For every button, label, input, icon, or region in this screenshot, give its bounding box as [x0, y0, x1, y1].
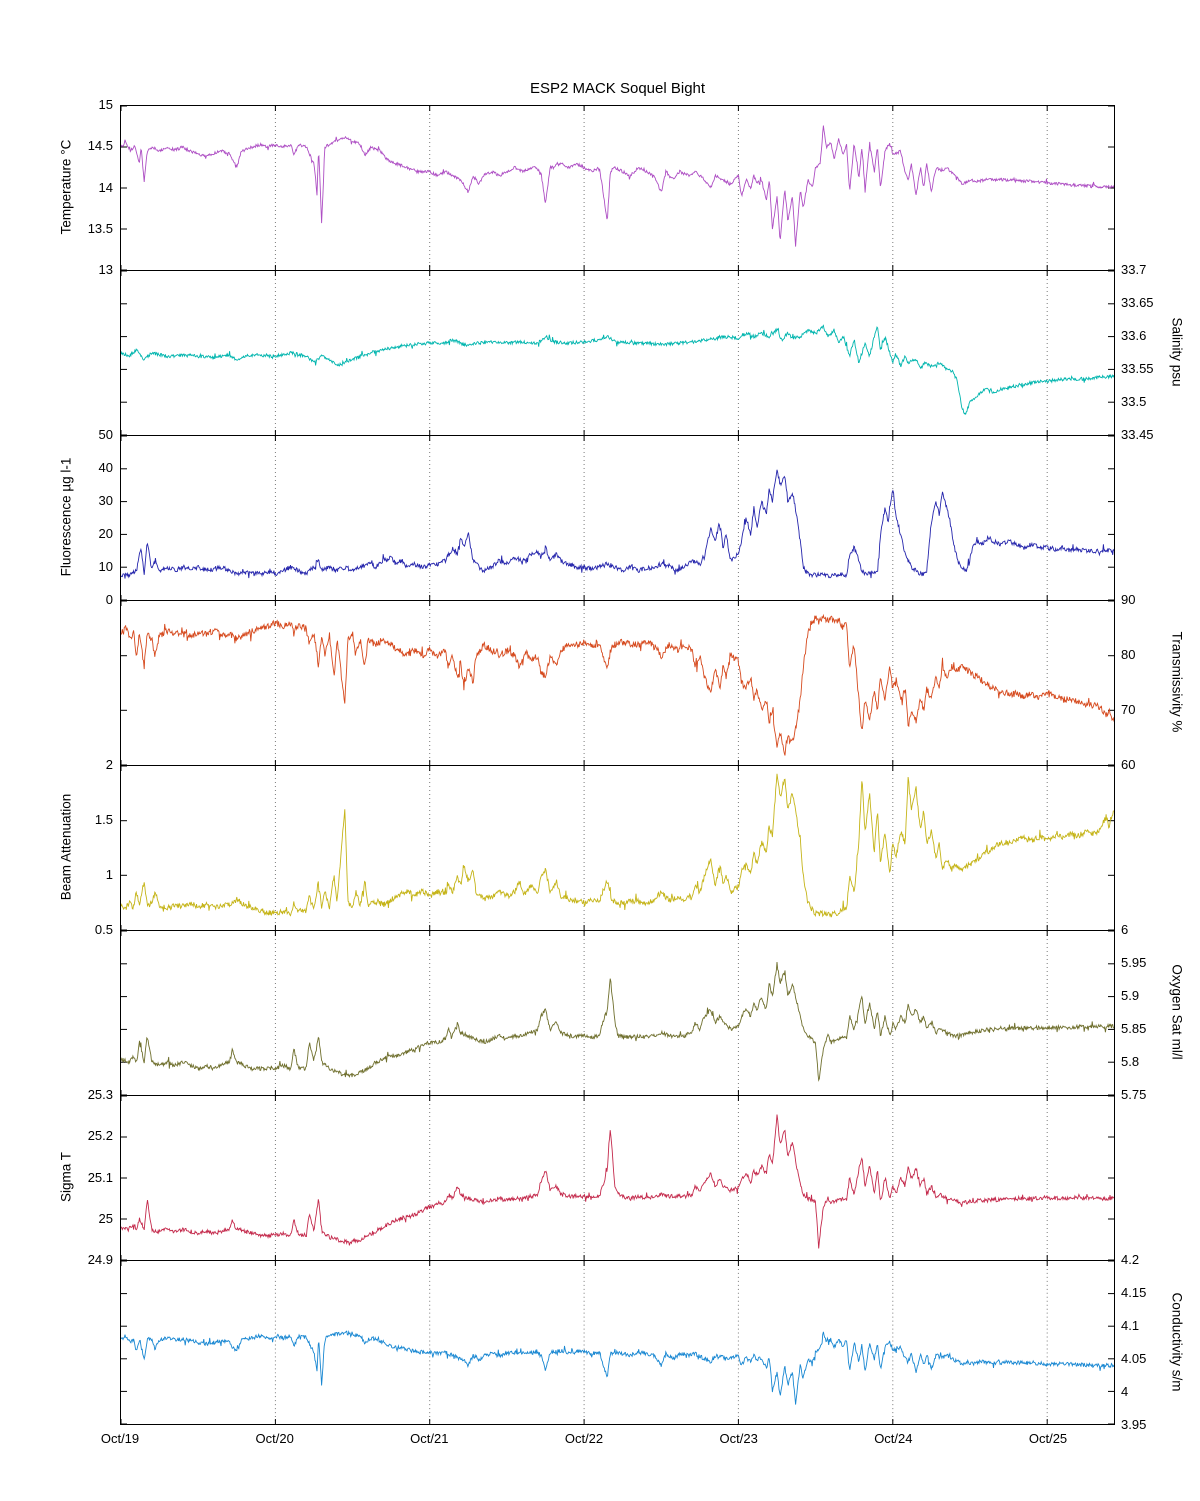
- panel-fluorescence: [120, 435, 1115, 600]
- sigma-t-ytick-label: 25: [98, 1210, 113, 1226]
- oxygen-sat-ytick-label: 5.8: [1121, 1054, 1140, 1069]
- oxygen-sat-ytick-label: 5.85: [1121, 1021, 1147, 1036]
- temperature-ytick-label: 13.5: [87, 220, 113, 236]
- conductivity-ytick-label: 3.95: [1121, 1417, 1147, 1432]
- beam-attenuation-line: [121, 773, 1114, 918]
- beam-attenuation-ytick-label: 0.5: [94, 922, 113, 937]
- temperature-plot: [121, 106, 1114, 270]
- fluorescence-ytick-label: 50: [98, 427, 113, 442]
- conductivity-line: [121, 1329, 1114, 1405]
- fluorescence-ytick-label: 30: [98, 493, 113, 508]
- panel-salinity: [120, 270, 1115, 435]
- temperature-ytick-label: 13: [98, 262, 113, 277]
- panel-sigma-t: [120, 1095, 1115, 1260]
- transmissivity-ytick-label: 60: [1121, 757, 1136, 772]
- panel-temperature: [120, 105, 1115, 270]
- sigma-t-ytick-label: 25.3: [87, 1087, 113, 1102]
- sigma-t-ytick-label: 25.2: [87, 1128, 113, 1144]
- panel-oxygen-sat: [120, 930, 1115, 1095]
- fluorescence-ytick-label: 20: [98, 526, 113, 541]
- salinity-ytick-label: 33.6: [1121, 328, 1147, 343]
- transmissivity-ytick-label: 70: [1121, 702, 1136, 717]
- fluorescence-ytick-label: 0: [105, 592, 113, 607]
- conductivity-ytick-label: 4.05: [1121, 1351, 1147, 1366]
- transmissivity-ytick-label: 80: [1121, 647, 1136, 662]
- temperature-ytick-label: 15: [98, 97, 113, 112]
- oxygen-sat-line: [121, 962, 1114, 1082]
- salinity-ytick-label: 33.7: [1121, 262, 1147, 277]
- oxygen-sat-ytick-label: 5.75: [1121, 1087, 1147, 1102]
- oxygen-sat-ytick-label: 5.95: [1121, 955, 1147, 970]
- salinity-ytick-label: 33.45: [1121, 427, 1154, 442]
- sigma-t-ytick-label: 25.1: [87, 1169, 113, 1185]
- transmissivity-ytick-label: 90: [1121, 592, 1136, 607]
- x-tick-label: Oct/23: [719, 1431, 758, 1446]
- fluorescence-line: [121, 469, 1114, 579]
- oxygen-sat-axis-label: Oxygen Sat ml/l: [1169, 964, 1185, 1060]
- transmissivity-plot: [121, 601, 1114, 765]
- salinity-line: [121, 324, 1114, 416]
- x-tick-label: Oct/22: [564, 1431, 604, 1446]
- x-tick-label: Oct/20: [255, 1431, 294, 1446]
- beam-attenuation-plot: [121, 766, 1114, 930]
- chart-title: ESP2 MACK Soquel Bight: [529, 80, 706, 97]
- oxygen-sat-ytick-label: 6: [1121, 922, 1129, 937]
- temperature-ytick-label: 14.5: [87, 138, 113, 154]
- salinity-ytick-label: 33.65: [1121, 295, 1154, 310]
- sigma-t-plot: [121, 1096, 1114, 1260]
- fluorescence-ytick-label: 10: [98, 559, 113, 574]
- beam-attenuation-ytick-label: 1.5: [94, 812, 113, 827]
- conductivity-ytick-label: 4.15: [1121, 1285, 1147, 1300]
- oxygen-sat-ytick-label: 5.9: [1121, 988, 1140, 1003]
- x-tick-label: Oct/25: [1028, 1431, 1068, 1446]
- fluorescence-ytick-label: 40: [98, 460, 113, 475]
- panel-beam-attenuation: [120, 765, 1115, 930]
- temperature-ytick-label: 14: [98, 179, 113, 195]
- beam-attenuation-ytick-label: 2: [105, 757, 113, 772]
- transmissivity-axis-label: Transmissivity %: [1169, 631, 1185, 733]
- transmissivity-line: [121, 613, 1114, 756]
- conductivity-axis-label: Conductivity s/m: [1169, 1292, 1185, 1392]
- beam-attenuation-ytick-label: 1: [105, 867, 113, 882]
- panel-conductivity: [120, 1260, 1115, 1425]
- salinity-ytick-label: 33.5: [1121, 394, 1147, 409]
- panel-transmissivity: [120, 600, 1115, 765]
- salinity-ytick-label: 33.55: [1121, 361, 1154, 376]
- oxygen-sat-plot: [121, 931, 1114, 1095]
- temperature-line: [121, 125, 1114, 247]
- conductivity-plot: [121, 1261, 1114, 1424]
- x-tick-label: Oct/21: [410, 1431, 449, 1446]
- conductivity-ytick-label: 4.2: [1121, 1252, 1140, 1267]
- salinity-plot: [121, 271, 1114, 435]
- fluorescence-plot: [121, 436, 1114, 600]
- x-tick-label: Oct/19: [100, 1431, 140, 1446]
- salinity-axis-label: Salinity psu: [1169, 317, 1185, 387]
- sigma-t-ytick-label: 24.9: [87, 1252, 113, 1267]
- x-tick-label: Oct/24: [874, 1431, 913, 1446]
- conductivity-ytick-label: 4.1: [1121, 1318, 1140, 1333]
- conductivity-ytick-label: 4: [1121, 1384, 1129, 1399]
- sigma-t-line: [121, 1114, 1114, 1249]
- beam-attenuation-axis-label: Beam Attenuation: [58, 793, 74, 901]
